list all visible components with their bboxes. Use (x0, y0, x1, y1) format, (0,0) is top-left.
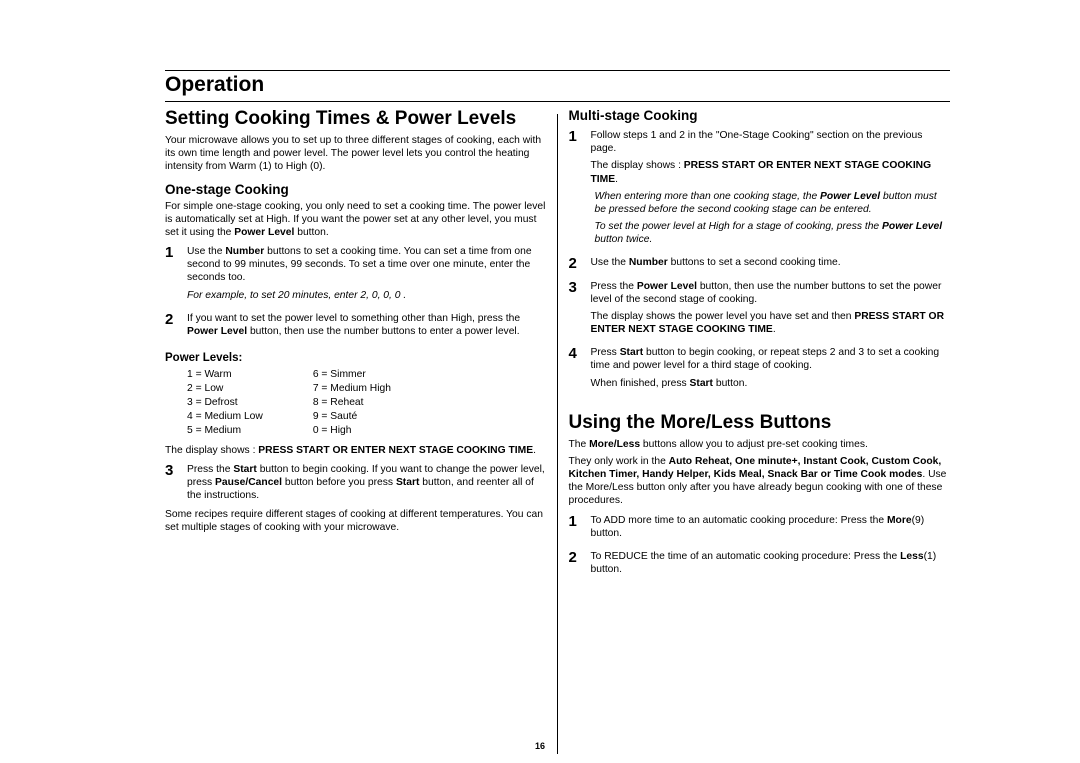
step-text: Use the Number buttons to set a cooking … (187, 245, 547, 285)
level-item: 9 = Sauté (313, 410, 391, 424)
step-1: 1 To ADD more time to an automatic cooki… (569, 514, 951, 544)
step-4: 4 Press Start button to begin cooking, o… (569, 346, 951, 394)
columns: Setting Cooking Times & Power Levels You… (165, 108, 950, 582)
level-item: 2 = Low (187, 382, 263, 396)
level-item: 8 = Reheat (313, 396, 391, 410)
heading-more-less: Using the More/Less Buttons (569, 412, 951, 434)
step-1: 1 Use the Number buttons to set a cookin… (165, 245, 547, 306)
step-text: If you want to set the power level to so… (187, 312, 547, 338)
step-text: Press the Start button to begin cooking.… (187, 463, 547, 503)
heading-setting: Setting Cooking Times & Power Levels (165, 108, 547, 130)
step-body: Press the Start button to begin cooking.… (187, 463, 547, 507)
right-column: Multi-stage Cooking 1 Follow steps 1 and… (569, 108, 951, 582)
page-number: 16 (0, 741, 1080, 751)
step-number: 2 (165, 312, 187, 342)
step-text: Use the Number buttons to set a second c… (591, 256, 951, 269)
step-text: Press the Power Level button, then use t… (591, 280, 951, 306)
step-number: 2 (569, 550, 591, 580)
step-1: 1 Follow steps 1 and 2 in the "One-Stage… (569, 129, 951, 250)
step-text: Follow steps 1 and 2 in the "One-Stage C… (591, 129, 951, 155)
step-3: 3 Press the Power Level button, then use… (569, 280, 951, 341)
step-body: To REDUCE the time of an automatic cooki… (591, 550, 951, 580)
step-number: 2 (569, 256, 591, 273)
note-text: When entering more than one cooking stag… (595, 190, 951, 216)
step-number: 1 (165, 245, 187, 306)
level-item: 7 = Medium High (313, 382, 391, 396)
level-item: 0 = High (313, 424, 391, 438)
step-body: If you want to set the power level to so… (187, 312, 547, 342)
level-item: 4 = Medium Low (187, 410, 263, 424)
step-body: Press Start button to begin cooking, or … (591, 346, 951, 394)
step-number: 1 (569, 129, 591, 250)
section-title: Operation (165, 73, 950, 97)
step-2: 2 Use the Number buttons to set a second… (569, 256, 951, 273)
rule-under-title (165, 101, 950, 102)
levels-col-1: 1 = Warm 2 = Low 3 = Defrost 4 = Medium … (187, 368, 263, 437)
step-example: For example, to set 20 minutes, enter 2,… (187, 289, 547, 302)
intro-text: Your microwave allows you to set up to t… (165, 134, 547, 174)
step-body: Use the Number buttons to set a second c… (591, 256, 951, 273)
column-divider (557, 114, 558, 754)
level-item: 1 = Warm (187, 368, 263, 382)
rule-top (165, 70, 950, 71)
step-body: Use the Number buttons to set a cooking … (187, 245, 547, 306)
step-body: To ADD more time to an automatic cooking… (591, 514, 951, 544)
left-column: Setting Cooking Times & Power Levels You… (165, 108, 547, 582)
heading-one-stage: One-stage Cooking (165, 182, 547, 197)
heading-multi-stage: Multi-stage Cooking (569, 108, 951, 123)
level-item: 3 = Defrost (187, 396, 263, 410)
step-text: When finished, press Start button. (591, 377, 951, 390)
display-text: The display shows : PRESS START OR ENTER… (591, 159, 951, 185)
more-less-modes: They only work in the Auto Reheat, One m… (569, 455, 951, 508)
step-3: 3 Press the Start button to begin cookin… (165, 463, 547, 507)
step-number: 3 (165, 463, 187, 507)
level-item: 6 = Simmer (313, 368, 391, 382)
outro-text: Some recipes require different stages of… (165, 508, 547, 534)
levels-col-2: 6 = Simmer 7 = Medium High 8 = Reheat 9 … (313, 368, 391, 437)
note-text: To set the power level at High for a sta… (595, 220, 951, 246)
step-number: 4 (569, 346, 591, 394)
heading-power-levels: Power Levels: (165, 352, 547, 364)
power-levels-table: 1 = Warm 2 = Low 3 = Defrost 4 = Medium … (187, 368, 547, 437)
step-number: 3 (569, 280, 591, 341)
display-text: The display shows the power level you ha… (591, 310, 951, 336)
more-less-intro: The More/Less buttons allow you to adjus… (569, 438, 951, 451)
step-text: Press Start button to begin cooking, or … (591, 346, 951, 372)
step-body: Press the Power Level button, then use t… (591, 280, 951, 341)
one-stage-intro: For simple one-stage cooking, you only n… (165, 200, 547, 240)
step-number: 1 (569, 514, 591, 544)
step-text: To ADD more time to an automatic cooking… (591, 514, 951, 540)
step-2: 2 To REDUCE the time of an automatic coo… (569, 550, 951, 580)
step-body: Follow steps 1 and 2 in the "One-Stage C… (591, 129, 951, 250)
display-text: The display shows : PRESS START OR ENTER… (165, 444, 547, 457)
level-item: 5 = Medium (187, 424, 263, 438)
step-text: To REDUCE the time of an automatic cooki… (591, 550, 951, 576)
step-2: 2 If you want to set the power level to … (165, 312, 547, 342)
